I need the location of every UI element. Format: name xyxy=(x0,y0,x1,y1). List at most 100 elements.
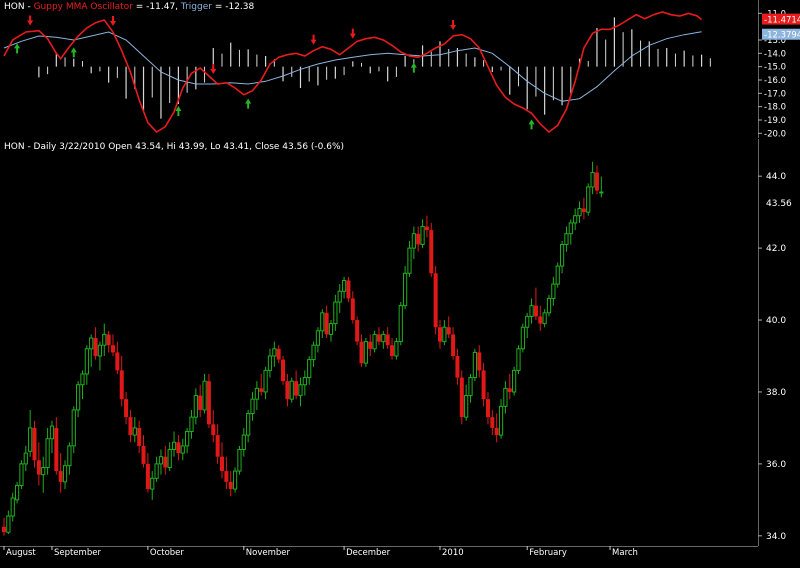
candle-body xyxy=(446,327,451,335)
candle-body xyxy=(215,435,220,457)
osc-tick-label: -13.0 xyxy=(764,36,786,46)
candle-body xyxy=(564,233,569,246)
buy-arrow-icon xyxy=(70,47,77,58)
candle-body xyxy=(398,305,403,343)
trigger-label: Trigger xyxy=(180,2,212,12)
osc-symbol: HON xyxy=(4,2,25,12)
candle-body xyxy=(211,424,216,436)
sell-arrow-icon xyxy=(450,20,457,30)
candle-body xyxy=(232,470,238,490)
candle-body xyxy=(555,265,560,285)
candle-body xyxy=(433,273,438,328)
candle-body xyxy=(307,359,312,379)
candle-body xyxy=(438,327,442,342)
candle-body xyxy=(372,333,377,350)
candle-body xyxy=(363,341,368,364)
price-chart: 44.0 42.0 40.0 38.0 36.0 34.0 43.56 xyxy=(2,139,792,546)
candle-body xyxy=(516,348,521,371)
osc-value-tag xyxy=(762,13,800,25)
candle-body xyxy=(45,438,50,468)
candle-body xyxy=(577,208,582,217)
candle-body xyxy=(163,456,168,468)
candle-body xyxy=(220,456,224,472)
candle-body xyxy=(494,427,499,436)
candle-body xyxy=(198,395,203,410)
osc-tick-label: -16.0 xyxy=(764,76,786,86)
osc-value: -11.47 xyxy=(146,2,176,12)
candle-body xyxy=(71,409,76,447)
candle-body xyxy=(259,388,264,392)
candle-body xyxy=(128,417,133,436)
candle-body xyxy=(381,333,386,343)
sell-arrow-icon xyxy=(349,28,356,39)
sell-arrow-icon xyxy=(27,15,34,26)
time-tick-label: November xyxy=(246,548,291,558)
candle-body xyxy=(67,445,72,467)
candle-body xyxy=(451,334,456,356)
candle-body xyxy=(189,416,194,433)
osc-tick-label: -20.0 xyxy=(764,129,786,138)
candle-body xyxy=(394,341,399,357)
candle-body xyxy=(481,370,486,400)
candle-body xyxy=(141,445,146,464)
candle-body xyxy=(76,384,81,411)
price-tick-label: 44.0 xyxy=(766,172,786,182)
candle-body xyxy=(254,387,259,400)
price-tick-label: 34.0 xyxy=(766,532,786,542)
candle-body xyxy=(424,226,429,231)
candle-body xyxy=(237,448,242,472)
candle-body xyxy=(315,330,321,346)
trigger-eq: = xyxy=(211,2,226,12)
candle-body xyxy=(324,312,329,335)
candle-body xyxy=(403,272,408,307)
candle-body xyxy=(420,226,425,246)
candle-body xyxy=(202,380,207,411)
candle-body xyxy=(542,312,547,325)
candle-body xyxy=(294,381,299,396)
candle-body xyxy=(328,323,334,335)
candle-body xyxy=(390,345,395,356)
candle-body xyxy=(559,244,565,267)
time-axis: August September October November December 20… xyxy=(0,546,800,564)
candle-body xyxy=(490,417,495,428)
time-tick-label: March xyxy=(612,548,638,558)
sell-arrow-icon xyxy=(110,16,116,26)
candle-body xyxy=(206,381,211,425)
candle-body xyxy=(23,452,28,465)
candle-body xyxy=(276,348,281,360)
candle-body xyxy=(106,334,111,346)
candle-body xyxy=(6,515,11,533)
buy-arrow-icon xyxy=(175,106,182,116)
candle-body xyxy=(289,380,294,400)
candle-body xyxy=(119,370,124,400)
candle-body xyxy=(529,305,534,317)
candle-body xyxy=(551,283,556,299)
osc-tick-label: -14.0 xyxy=(764,49,786,59)
candle-body xyxy=(180,445,185,454)
price-tick-label: 40.0 xyxy=(766,316,786,326)
candle-body xyxy=(89,337,94,350)
price-tick-label: 36.0 xyxy=(766,460,786,470)
candle-body xyxy=(137,427,142,446)
candle-body xyxy=(19,463,24,486)
candle-body xyxy=(368,341,373,349)
candle-body xyxy=(228,481,233,490)
candle-body xyxy=(459,377,464,418)
candle-body xyxy=(485,399,490,418)
candle-body xyxy=(302,377,307,386)
candle-body xyxy=(132,427,137,436)
candle-body xyxy=(281,359,286,382)
price-header: HON - Daily 3/22/2010 Open 43.54, Hi 43.… xyxy=(4,142,345,152)
candle-body xyxy=(250,398,255,415)
candle-body xyxy=(407,247,412,274)
candle-body xyxy=(512,369,517,393)
candle-body xyxy=(573,215,578,224)
osc-tick-label: -19.0 xyxy=(764,116,786,126)
candle-body xyxy=(311,344,316,361)
candle-body xyxy=(84,348,89,375)
candle-body xyxy=(80,373,85,386)
candle-body xyxy=(54,427,59,472)
trigger-value: -12.38 xyxy=(225,2,255,12)
candle-body xyxy=(150,477,155,490)
price-panel: 44.0 42.0 40.0 38.0 36.0 34.0 43.56 xyxy=(0,139,800,546)
